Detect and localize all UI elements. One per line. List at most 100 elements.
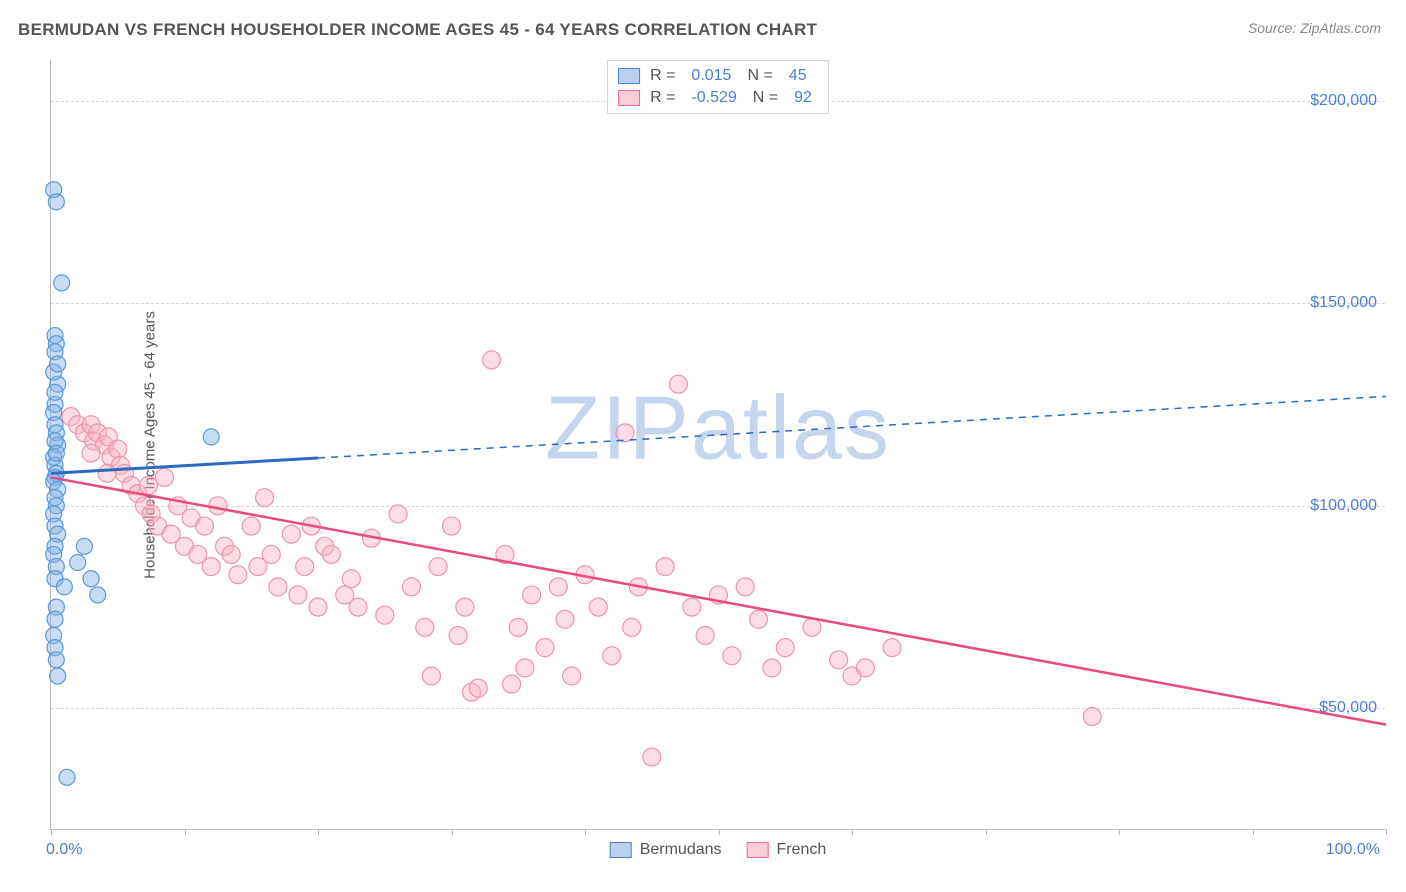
scatter-point bbox=[196, 517, 214, 535]
scatter-point bbox=[342, 570, 360, 588]
x-tick bbox=[852, 829, 853, 835]
scatter-point bbox=[456, 598, 474, 616]
scatter-point bbox=[556, 610, 574, 628]
scatter-point bbox=[50, 356, 66, 372]
scatter-point bbox=[282, 525, 300, 543]
legend-series: Bermudans French bbox=[610, 841, 827, 859]
legend-series-label: Bermudans bbox=[640, 841, 722, 859]
stat-n-label: N = bbox=[753, 89, 778, 107]
x-tick bbox=[51, 829, 52, 835]
scatter-point bbox=[309, 598, 327, 616]
x-tick bbox=[452, 829, 453, 835]
scatter-point bbox=[59, 769, 75, 785]
scatter-point bbox=[203, 429, 219, 445]
scatter-point bbox=[256, 489, 274, 507]
scatter-point bbox=[503, 675, 521, 693]
scatter-point bbox=[109, 440, 127, 458]
scatter-point bbox=[222, 545, 240, 563]
legend-stat-row: R = -0.529 N = 92 bbox=[618, 87, 818, 109]
scatter-point bbox=[830, 651, 848, 669]
x-tick bbox=[719, 829, 720, 835]
scatter-point bbox=[349, 598, 367, 616]
legend-stats: R = 0.015 N = 45 R = -0.529 N = 92 bbox=[607, 60, 829, 114]
x-axis-min-label: 0.0% bbox=[46, 841, 82, 859]
scatter-point bbox=[516, 659, 534, 677]
scatter-svg bbox=[51, 60, 1385, 829]
scatter-point bbox=[83, 571, 99, 587]
scatter-point bbox=[209, 497, 227, 515]
trend-line bbox=[51, 477, 1386, 724]
scatter-point bbox=[803, 618, 821, 636]
scatter-point bbox=[376, 606, 394, 624]
scatter-point bbox=[47, 611, 63, 627]
scatter-point bbox=[429, 558, 447, 576]
scatter-point bbox=[98, 464, 116, 482]
scatter-point bbox=[856, 659, 874, 677]
legend-swatch bbox=[747, 842, 769, 858]
legend-swatch bbox=[610, 842, 632, 858]
scatter-point bbox=[416, 618, 434, 636]
scatter-point bbox=[47, 384, 63, 400]
stat-r-value: 0.015 bbox=[685, 67, 737, 85]
scatter-point bbox=[289, 586, 307, 604]
scatter-point bbox=[48, 194, 64, 210]
scatter-point bbox=[449, 626, 467, 644]
scatter-point bbox=[683, 598, 701, 616]
scatter-point bbox=[536, 639, 554, 657]
scatter-point bbox=[696, 626, 714, 644]
scatter-point bbox=[763, 659, 781, 677]
scatter-point bbox=[589, 598, 607, 616]
scatter-point bbox=[54, 275, 70, 291]
scatter-point bbox=[48, 445, 64, 461]
scatter-point bbox=[523, 586, 541, 604]
x-tick bbox=[986, 829, 987, 835]
x-tick bbox=[318, 829, 319, 835]
scatter-point bbox=[90, 587, 106, 603]
source-attribution: Source: ZipAtlas.com bbox=[1248, 20, 1381, 36]
scatter-point bbox=[262, 545, 280, 563]
scatter-point bbox=[322, 545, 340, 563]
scatter-point bbox=[56, 579, 72, 595]
trend-line-dashed bbox=[318, 396, 1386, 458]
scatter-point bbox=[155, 468, 173, 486]
stat-n-label: N = bbox=[747, 67, 772, 85]
scatter-point bbox=[469, 679, 487, 697]
scatter-point bbox=[139, 477, 157, 495]
legend-swatch bbox=[618, 68, 640, 84]
scatter-point bbox=[669, 375, 687, 393]
scatter-point bbox=[48, 652, 64, 668]
scatter-point bbox=[509, 618, 527, 636]
scatter-point bbox=[76, 538, 92, 554]
scatter-point bbox=[736, 578, 754, 596]
scatter-point bbox=[483, 351, 501, 369]
scatter-point bbox=[776, 639, 794, 657]
scatter-point bbox=[229, 566, 247, 584]
scatter-point bbox=[616, 424, 634, 442]
scatter-point bbox=[402, 578, 420, 596]
stat-n-value: 92 bbox=[788, 89, 818, 107]
stat-r-label: R = bbox=[650, 89, 675, 107]
scatter-point bbox=[643, 748, 661, 766]
scatter-point bbox=[883, 639, 901, 657]
scatter-point bbox=[750, 610, 768, 628]
scatter-point bbox=[563, 667, 581, 685]
scatter-point bbox=[50, 668, 66, 684]
scatter-point bbox=[603, 647, 621, 665]
plot-area: Householder Income Ages 45 - 64 years $5… bbox=[50, 60, 1385, 830]
x-tick bbox=[585, 829, 586, 835]
legend-series-item: French bbox=[747, 841, 827, 859]
x-tick bbox=[1119, 829, 1120, 835]
stat-n-value: 45 bbox=[783, 67, 813, 85]
scatter-point bbox=[723, 647, 741, 665]
scatter-point bbox=[202, 558, 220, 576]
chart-container: BERMUDAN VS FRENCH HOUSEHOLDER INCOME AG… bbox=[0, 0, 1406, 892]
stat-r-value: -0.529 bbox=[685, 89, 742, 107]
scatter-point bbox=[443, 517, 461, 535]
x-tick bbox=[185, 829, 186, 835]
scatter-point bbox=[1083, 708, 1101, 726]
x-tick bbox=[1386, 829, 1387, 835]
x-tick bbox=[1253, 829, 1254, 835]
legend-swatch bbox=[618, 90, 640, 106]
scatter-point bbox=[389, 505, 407, 523]
legend-series-label: French bbox=[777, 841, 827, 859]
